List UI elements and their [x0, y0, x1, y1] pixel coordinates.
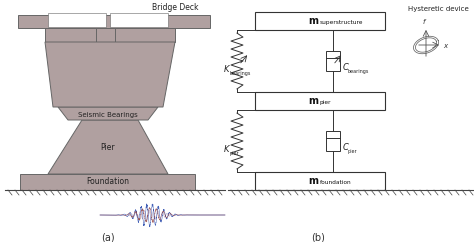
Text: bearings: bearings: [348, 68, 369, 74]
Text: foundation: foundation: [320, 180, 352, 185]
Text: Foundation: Foundation: [86, 177, 129, 187]
Bar: [141, 99, 150, 104]
Polygon shape: [45, 42, 175, 107]
Polygon shape: [96, 28, 115, 42]
Text: Hysteretic device: Hysteretic device: [408, 6, 469, 12]
Text: $\mathbf{m}$: $\mathbf{m}$: [308, 96, 319, 106]
Text: (b): (b): [311, 233, 325, 242]
Text: $K$: $K$: [223, 144, 231, 154]
Bar: [48, 13, 106, 27]
Text: Seismic Bearings: Seismic Bearings: [78, 112, 138, 118]
Text: $f$: $f$: [422, 17, 428, 26]
Text: $C$: $C$: [342, 61, 350, 73]
Bar: [119, 99, 128, 104]
Bar: [255, 172, 385, 190]
Polygon shape: [18, 15, 210, 28]
Bar: [326, 51, 340, 71]
Text: superstructure: superstructure: [320, 20, 364, 25]
Polygon shape: [58, 107, 158, 120]
Text: $K$: $K$: [223, 63, 231, 75]
Text: pier: pier: [230, 151, 240, 156]
Text: Bridge Deck: Bridge Deck: [152, 3, 198, 13]
Text: $\mathbf{m}$: $\mathbf{m}$: [308, 176, 319, 186]
Bar: [255, 92, 385, 110]
Text: $C$: $C$: [342, 142, 350, 152]
Bar: [255, 12, 385, 30]
Text: Pier: Pier: [100, 143, 115, 151]
Text: $\mathbf{m}$: $\mathbf{m}$: [308, 16, 319, 26]
Polygon shape: [48, 120, 168, 174]
Polygon shape: [45, 28, 175, 42]
Text: pier: pier: [320, 100, 331, 105]
Bar: [110, 13, 168, 27]
Text: bearings: bearings: [230, 70, 251, 76]
Polygon shape: [20, 174, 195, 190]
Text: (a): (a): [101, 233, 115, 242]
Bar: [75, 99, 84, 104]
Text: $x$: $x$: [443, 42, 449, 50]
Text: pier: pier: [348, 149, 357, 153]
Bar: [97, 99, 106, 104]
Bar: [326, 131, 340, 151]
